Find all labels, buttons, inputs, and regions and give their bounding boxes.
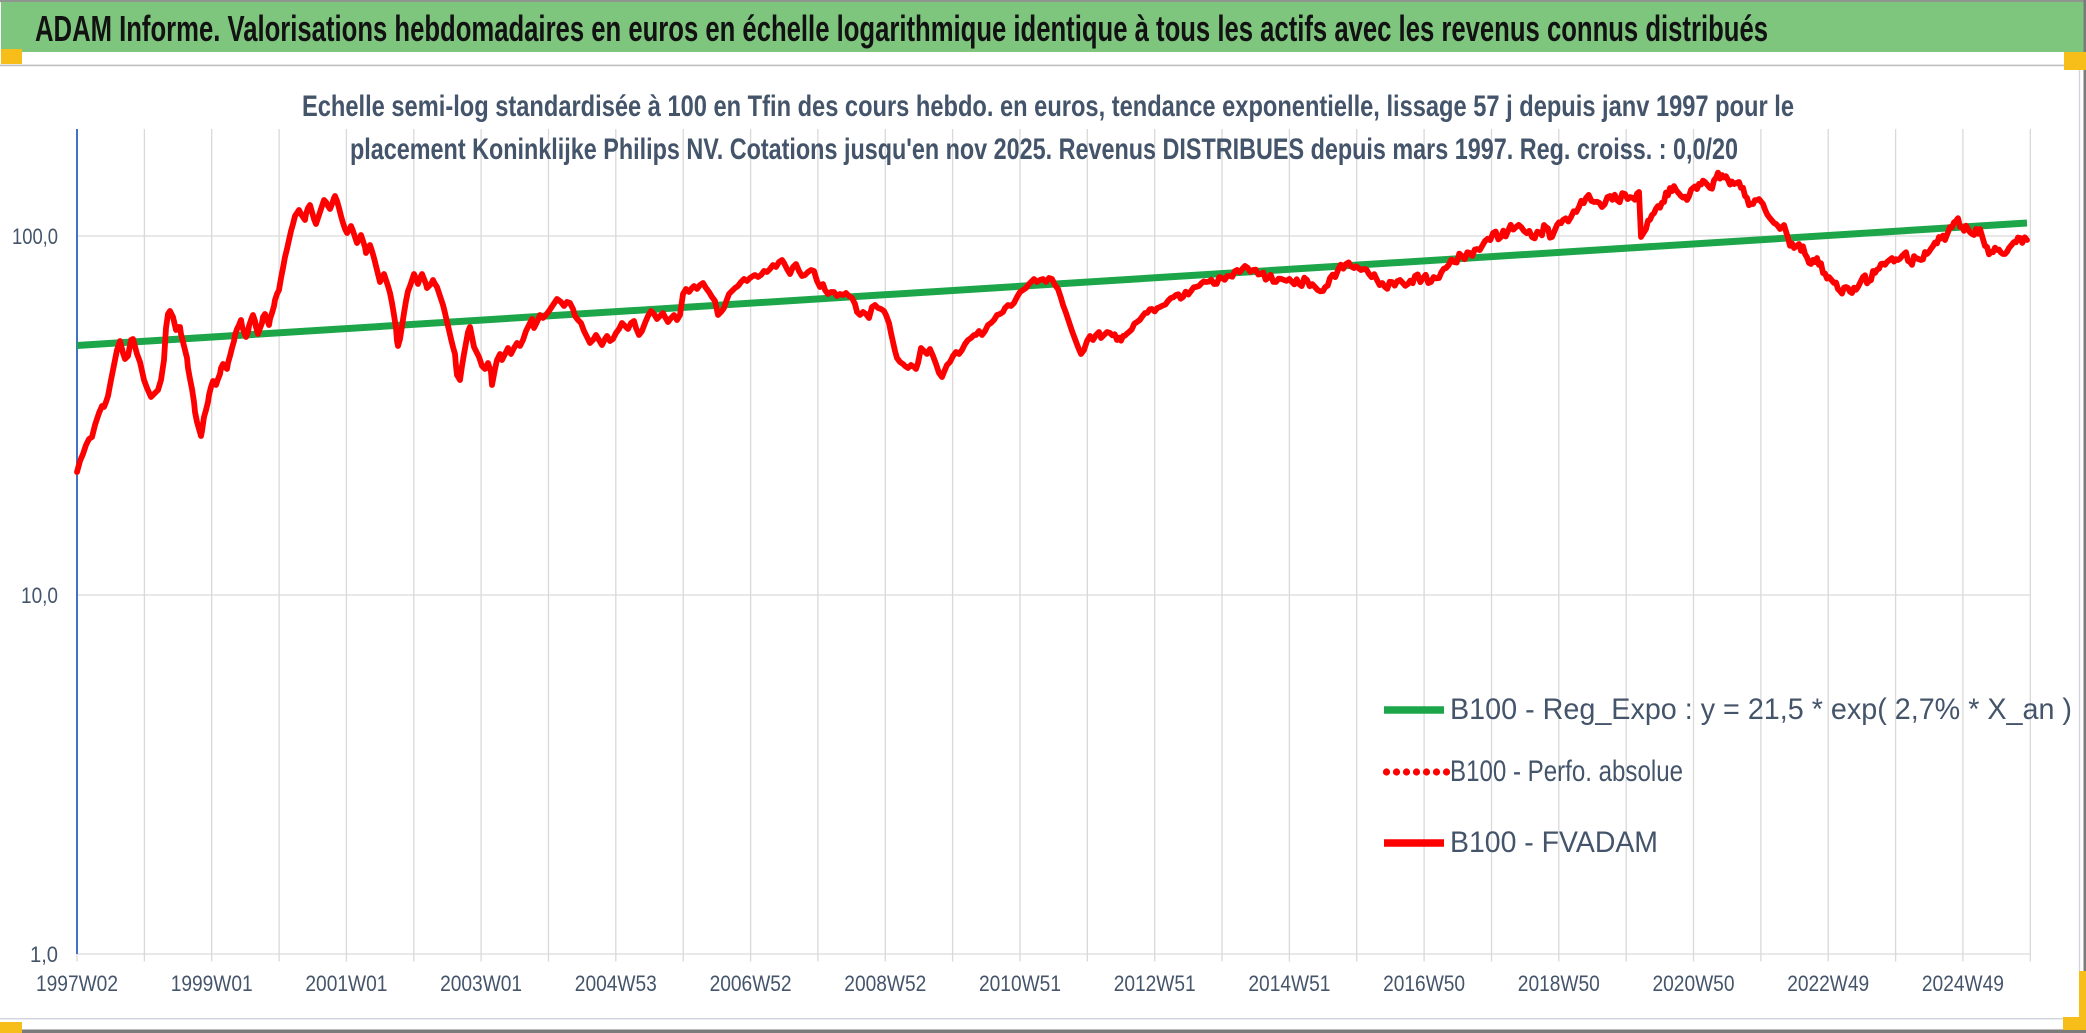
svg-text:2006W52: 2006W52: [710, 971, 792, 996]
svg-text:B100 - Reg_Expo : y = 21,5 * e: B100 - Reg_Expo : y = 21,5 * exp( 2,7% *…: [1450, 693, 2072, 726]
svg-text:100,0: 100,0: [12, 224, 58, 249]
svg-text:placement Koninklijke Philips: placement Koninklijke Philips NV. Cotati…: [350, 133, 1738, 166]
svg-text:B100 - FVADAM: B100 - FVADAM: [1450, 826, 1658, 859]
svg-text:B100 - Perfo. absolue: B100 - Perfo. absolue: [1450, 755, 1683, 788]
svg-text:1999W01: 1999W01: [171, 971, 253, 996]
svg-text:2018W50: 2018W50: [1518, 971, 1600, 996]
svg-text:2001W01: 2001W01: [305, 971, 387, 996]
svg-text:2003W01: 2003W01: [440, 971, 522, 996]
svg-text:10,0: 10,0: [21, 583, 58, 608]
svg-text:2024W49: 2024W49: [1922, 971, 2004, 996]
svg-text:2008W52: 2008W52: [844, 971, 926, 996]
svg-text:2022W49: 2022W49: [1787, 971, 1869, 996]
svg-text:2004W53: 2004W53: [575, 971, 657, 996]
svg-text:1,0: 1,0: [30, 942, 58, 967]
svg-text:2010W51: 2010W51: [979, 971, 1061, 996]
svg-text:2012W51: 2012W51: [1114, 971, 1196, 996]
svg-text:2016W50: 2016W50: [1383, 971, 1465, 996]
svg-text:ADAM Informe. Valorisations he: ADAM Informe. Valorisations hebdomadaire…: [35, 8, 1768, 49]
svg-text:2020W50: 2020W50: [1653, 971, 1735, 996]
svg-text:2014W51: 2014W51: [1248, 971, 1330, 996]
svg-text:Echelle semi-log standardisée: Echelle semi-log standardisée à 100 en T…: [302, 90, 1794, 123]
svg-text:1997W02: 1997W02: [36, 971, 118, 996]
